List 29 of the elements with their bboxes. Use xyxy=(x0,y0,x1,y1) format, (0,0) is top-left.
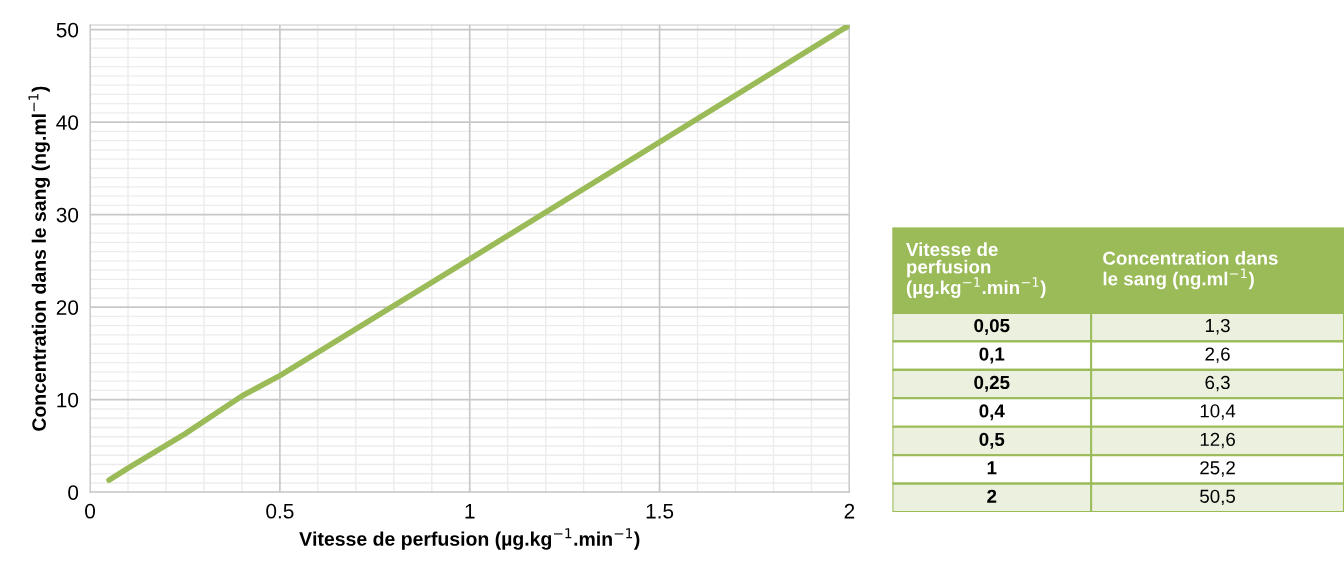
x-tick-label: 0.5 xyxy=(266,503,294,519)
text: 25,2 xyxy=(1200,461,1235,477)
x-tick-label: 2 xyxy=(844,503,855,519)
y-tick-label: 30 xyxy=(56,207,79,223)
y-axis-title: Concentration dans le sang (ng.ml$^{−1}$) xyxy=(28,86,50,431)
category-label: 2 xyxy=(987,489,997,503)
text: Concentration dans le sang (ng.ml$^{−1}$) xyxy=(1103,251,1278,290)
y-tick-label: 40 xyxy=(56,115,79,130)
category-label: 0,1 xyxy=(979,347,1005,364)
text: Vitesse de perfusion (µg.kg$^{−1}$.min$^{−1}$) xyxy=(906,242,1046,298)
text: 6,3 xyxy=(1205,375,1230,392)
text: 2,6 xyxy=(1205,347,1230,363)
text: 50,5 xyxy=(1200,489,1236,506)
x-tick-label: 1 xyxy=(465,504,475,519)
y-tick-label: 20 xyxy=(56,300,79,315)
category-label: 0,25 xyxy=(974,375,1010,392)
y-tick-label: 10 xyxy=(57,392,79,408)
y-tick-label: 50 xyxy=(56,22,79,38)
category-label: 0,5 xyxy=(979,432,1005,449)
text: 12,6 xyxy=(1200,432,1235,449)
x-tick-label: 0 xyxy=(85,503,96,519)
x-axis-title: Vitesse de perfusion (µg.kg$^{−1}$.min$^{−1}$) xyxy=(299,528,640,550)
y-tick-label: 0 xyxy=(68,485,79,500)
category-label: 0,4 xyxy=(979,404,1005,421)
text: 1,3 xyxy=(1205,318,1230,335)
category-label: 0,05 xyxy=(974,318,1010,335)
category-label: 1 xyxy=(987,461,997,475)
text: 10,4 xyxy=(1200,404,1236,420)
x-tick-label: 1.5 xyxy=(646,504,674,519)
